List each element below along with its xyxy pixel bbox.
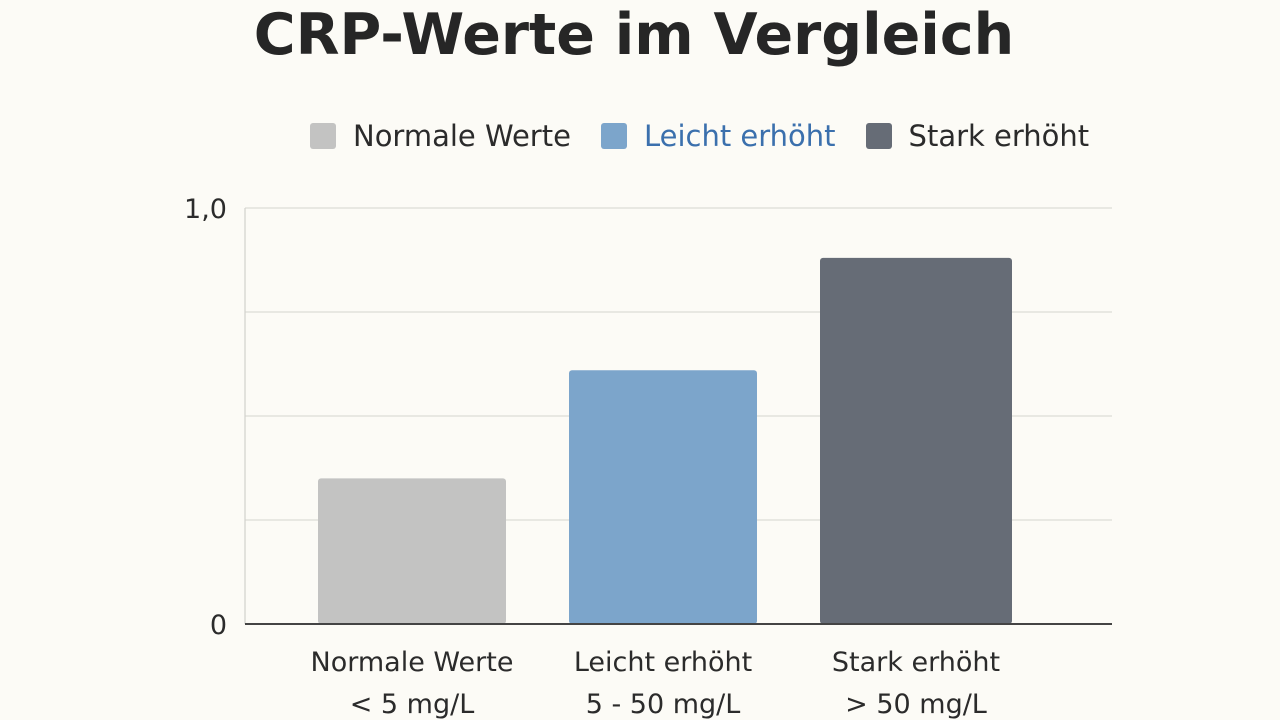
x-tick-label: Stark erhöht: [832, 647, 1000, 678]
x-tick-label: Normale Werte: [311, 647, 514, 678]
x-tick-sublabel: 5 - 50 mg/L: [586, 689, 741, 720]
y-tick-label: 0: [210, 610, 227, 641]
legend-swatch: [865, 123, 892, 149]
legend-item-0: Normale Werte: [310, 119, 571, 153]
bars: [318, 257, 1012, 624]
legend-label: Stark erhöht: [908, 119, 1090, 153]
legend-item-1: Leicht erhöht: [600, 119, 836, 153]
chart-title: CRP-Werte im Vergleich: [253, 2, 1015, 68]
axes: [244, 208, 1112, 625]
x-tick-sublabel: > 50 mg/L: [845, 689, 987, 720]
bar-0: [318, 478, 506, 624]
x-tick-sublabel: < 5 mg/L: [350, 689, 475, 720]
legend-swatch: [600, 123, 627, 149]
legend: Normale Werte Leicht erhöht Stark erhöht: [310, 113, 1089, 159]
x-tick-label: Leicht erhöht: [574, 647, 752, 678]
legend-label: Leicht erhöht: [643, 119, 836, 153]
bar-2: [820, 257, 1012, 624]
legend-swatch: [310, 123, 336, 149]
bar-1: [569, 370, 757, 624]
y-tick-label: 1,0: [184, 194, 227, 225]
legend-item-2: Stark erhöht: [865, 119, 1090, 153]
tick-labels: 0 1,0 Normale Werte < 5 mg/L Leicht erhöht 5 …: [184, 194, 1000, 720]
legend-label: Normale Werte: [353, 119, 571, 153]
